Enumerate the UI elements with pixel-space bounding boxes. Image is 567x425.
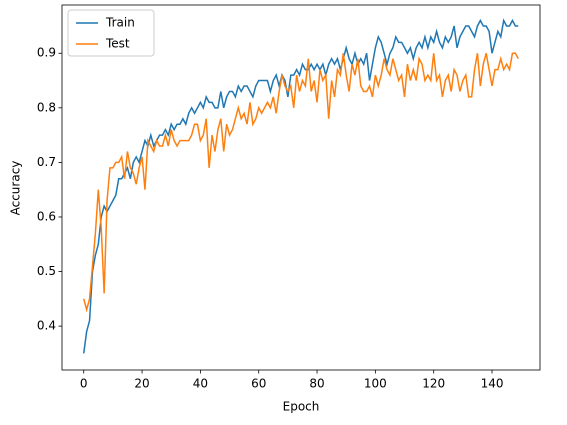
x-tick-label: 60 xyxy=(251,377,266,391)
y-tick-label: 0.4 xyxy=(37,319,56,333)
y-tick-label: 0.8 xyxy=(37,100,56,114)
line-series xyxy=(83,52,519,313)
legend-label: Train xyxy=(105,16,135,30)
x-tick-label: 120 xyxy=(422,377,445,391)
x-tick-label: 80 xyxy=(309,377,324,391)
line-series xyxy=(82,18,519,354)
x-tick-label: 0 xyxy=(80,377,88,391)
y-tick-label: 0.5 xyxy=(37,264,56,278)
y-tick-label: 0.6 xyxy=(37,209,56,223)
y-tick-label: 0.9 xyxy=(37,46,56,60)
legend-label: Test xyxy=(105,37,130,51)
x-tick-label: 40 xyxy=(193,377,208,391)
plot-frame xyxy=(61,4,541,371)
x-tick-label: 140 xyxy=(481,377,504,391)
y-axis-label: Accuracy xyxy=(9,161,23,216)
y-tick-label: 0.7 xyxy=(37,155,56,169)
x-tick-label: 100 xyxy=(364,377,387,391)
x-axis-label: Epoch xyxy=(283,400,320,414)
x-tick-label: 20 xyxy=(134,377,149,391)
